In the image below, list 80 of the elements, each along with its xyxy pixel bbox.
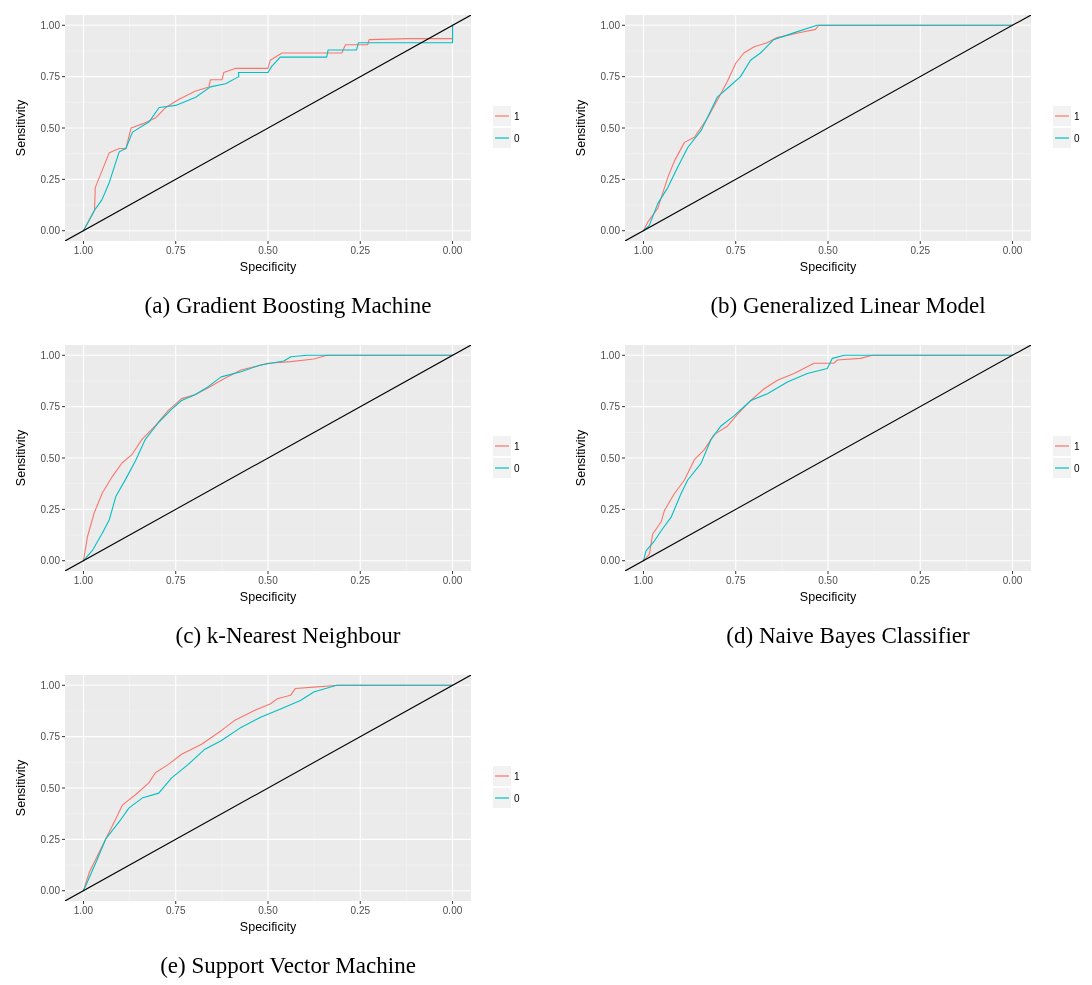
legend-label: 1 (1074, 110, 1080, 122)
text: (a) Gradient Boosting Machine (144, 293, 432, 318)
y-tick-label: 1.00 (40, 679, 61, 691)
text: (e) Support Vector Machine (160, 953, 416, 978)
y-tick-label: 0.50 (40, 122, 61, 134)
x-tick-label: 0.25 (350, 905, 371, 916)
y-axis-title: Sensitivity (14, 99, 28, 157)
x-tick-label: 1.00 (73, 905, 94, 916)
y-tick-label: 0.25 (600, 173, 621, 185)
y-tick-label: 0.75 (40, 401, 61, 413)
legend-label: 0 (514, 462, 520, 474)
x-tick-label: 1.00 (73, 245, 94, 256)
y-tick-label: 0.00 (40, 885, 61, 897)
y-tick-label: 0.75 (600, 401, 621, 413)
legend-label: 1 (514, 110, 520, 122)
line-series (642, 24, 1014, 232)
x-tick-label: 0.00 (1002, 245, 1023, 256)
y-tick-label: 0.50 (40, 782, 61, 794)
y-tick-label: 1.00 (40, 19, 61, 31)
text: (c) k-Nearest Neighbour (175, 623, 401, 648)
legend-label: 1 (514, 770, 520, 782)
legend-label: 0 (1074, 462, 1080, 474)
x-tick-label: 0.50 (258, 575, 279, 586)
x-tick-label: 1.00 (633, 245, 654, 256)
x-tick-label: 0.50 (818, 575, 839, 586)
x-tick-label: 1.00 (633, 575, 654, 586)
line-series (82, 24, 454, 232)
x-axis-title: Specificity (239, 590, 297, 604)
y-tick-label: 0.00 (40, 225, 61, 237)
x-tick-label: 1.00 (73, 575, 94, 586)
line-series (642, 354, 1014, 562)
x-tick-label: 0.50 (258, 905, 279, 916)
y-tick-label: 1.00 (600, 19, 621, 31)
x-tick-label: 0.75 (725, 245, 746, 256)
x-axis-title: Specificity (239, 260, 297, 274)
x-tick-label: 0.75 (165, 575, 186, 586)
x-tick-label: 0.25 (350, 245, 371, 256)
y-tick-label: 0.25 (600, 503, 621, 515)
y-tick-label: 1.00 (40, 349, 61, 361)
x-tick-label: 0.50 (818, 245, 839, 256)
legend-label: 0 (514, 132, 520, 144)
y-tick-label: 1.00 (600, 349, 621, 361)
legend-label: 0 (1074, 132, 1080, 144)
y-tick-label: 0.00 (600, 555, 621, 567)
x-axis-title: Specificity (239, 920, 297, 934)
y-tick-label: 0.00 (600, 225, 621, 237)
x-tick-label: 0.75 (725, 575, 746, 586)
y-axis-title: Sensitivity (574, 429, 588, 487)
x-tick-label: 0.00 (442, 575, 463, 586)
x-tick-label: 0.50 (258, 245, 279, 256)
line-series (82, 354, 454, 562)
legend-label: 0 (514, 792, 520, 804)
y-axis-title: Sensitivity (14, 759, 28, 817)
y-axis-title: Sensitivity (14, 429, 28, 487)
x-tick-label: 0.00 (1002, 575, 1023, 586)
x-axis-title: Specificity (799, 590, 857, 604)
x-tick-label: 0.75 (165, 905, 186, 916)
y-tick-label: 0.75 (40, 71, 61, 83)
y-tick-label: 0.50 (600, 122, 621, 134)
y-tick-label: 0.75 (40, 731, 61, 743)
y-tick-label: 0.25 (40, 503, 61, 515)
text: (d) Naive Bayes Classifier (726, 623, 971, 648)
y-tick-label: 0.50 (600, 452, 621, 464)
y-tick-label: 0.25 (40, 833, 61, 845)
x-tick-label: 0.75 (165, 245, 186, 256)
y-tick-label: 0.75 (600, 71, 621, 83)
y-tick-label: 0.00 (40, 555, 61, 567)
y-tick-label: 0.50 (40, 452, 61, 464)
y-axis-title: Sensitivity (574, 99, 588, 157)
text: (b) Generalized Linear Model (710, 293, 986, 318)
x-axis-title: Specificity (799, 260, 857, 274)
x-tick-label: 0.00 (442, 245, 463, 256)
x-tick-label: 0.25 (910, 245, 931, 256)
x-tick-label: 0.25 (350, 575, 371, 586)
legend-label: 1 (1074, 440, 1080, 452)
x-tick-label: 0.25 (910, 575, 931, 586)
y-tick-label: 0.25 (40, 173, 61, 185)
x-tick-label: 0.00 (442, 905, 463, 916)
line-series (82, 684, 454, 892)
legend-label: 1 (514, 440, 520, 452)
